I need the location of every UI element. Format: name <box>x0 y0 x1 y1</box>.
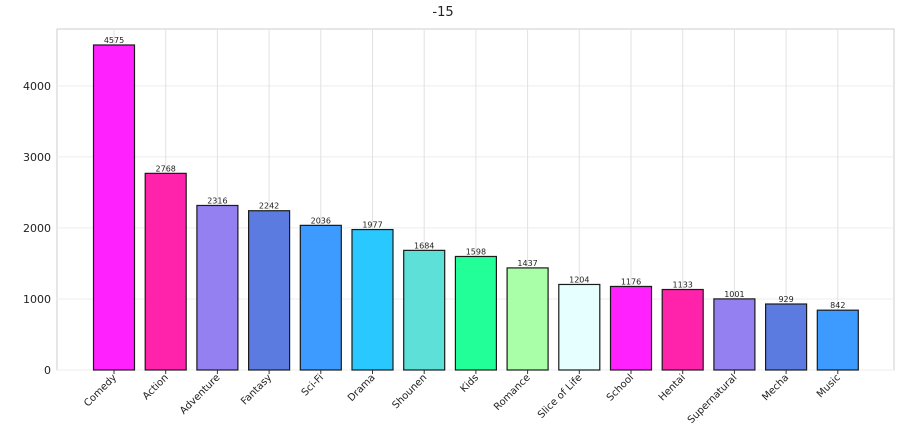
bar-value-label: 929 <box>778 295 793 304</box>
y-tick-label: 3000 <box>23 151 51 164</box>
bar <box>661 288 704 371</box>
chart-title: -15 <box>432 5 453 20</box>
y-tick-label: 0 <box>44 364 51 377</box>
bar-value-label: 1176 <box>621 277 641 286</box>
bar-value-label: 2768 <box>156 164 176 173</box>
bar <box>816 309 859 371</box>
bar <box>299 224 342 371</box>
bar <box>713 298 756 371</box>
bar-value-label: 1977 <box>362 221 382 230</box>
bar <box>248 210 291 371</box>
bar-value-label: 4575 <box>104 36 124 45</box>
category-label: Fantasy <box>239 372 274 407</box>
bar <box>558 283 601 371</box>
bar <box>454 255 497 371</box>
bar <box>351 228 394 371</box>
bar-value-label: 2036 <box>311 216 331 225</box>
category-label: Adventure <box>178 372 222 416</box>
bar-value-label: 1133 <box>673 281 693 290</box>
category-label: Drama <box>346 372 378 404</box>
bar-value-label: 2316 <box>207 196 227 205</box>
bar-value-label: 1001 <box>724 290 744 299</box>
category-label: Music <box>815 372 843 400</box>
bar <box>92 44 136 371</box>
bar <box>144 172 187 371</box>
category-label: Comedy <box>82 372 119 409</box>
bar-value-label: 1204 <box>569 275 589 284</box>
bar <box>403 249 446 371</box>
y-axis: 0 1000 2000 3000 4000 <box>23 80 51 377</box>
x-axis: Comedy Action Adventure Fantasy Sci-Fi Drama S… <box>82 370 843 426</box>
y-tick-label: 4000 <box>23 80 51 93</box>
bar-value-label: 2242 <box>259 202 279 211</box>
category-label: Romance <box>492 372 533 413</box>
category-label: Mecha <box>760 372 791 403</box>
category-label: School <box>605 372 636 403</box>
category-label: Hentai <box>657 372 688 403</box>
y-tick-label: 1000 <box>23 293 51 306</box>
bar <box>196 204 239 371</box>
bar-value-label: 1598 <box>466 247 486 256</box>
bars <box>92 44 859 371</box>
bar-value-label: 1437 <box>517 259 537 268</box>
bar-value-label: 1684 <box>414 241 434 250</box>
bar <box>506 267 549 371</box>
category-label: Sci-Fi <box>300 372 326 398</box>
data-labels: 4575 2768 2316 2242 2036 1977 1684 1598 1437 1204… <box>104 36 846 310</box>
category-label: Kids <box>458 372 481 395</box>
category-label: Supernatural <box>686 372 740 426</box>
category-label: Shounen <box>390 372 429 411</box>
y-tick-label: 2000 <box>23 222 51 235</box>
category-label: Slice of Life <box>536 372 584 420</box>
bar-value-label: 842 <box>830 301 845 310</box>
category-label: Action <box>141 372 171 402</box>
bar <box>609 285 653 371</box>
bar <box>764 303 808 371</box>
